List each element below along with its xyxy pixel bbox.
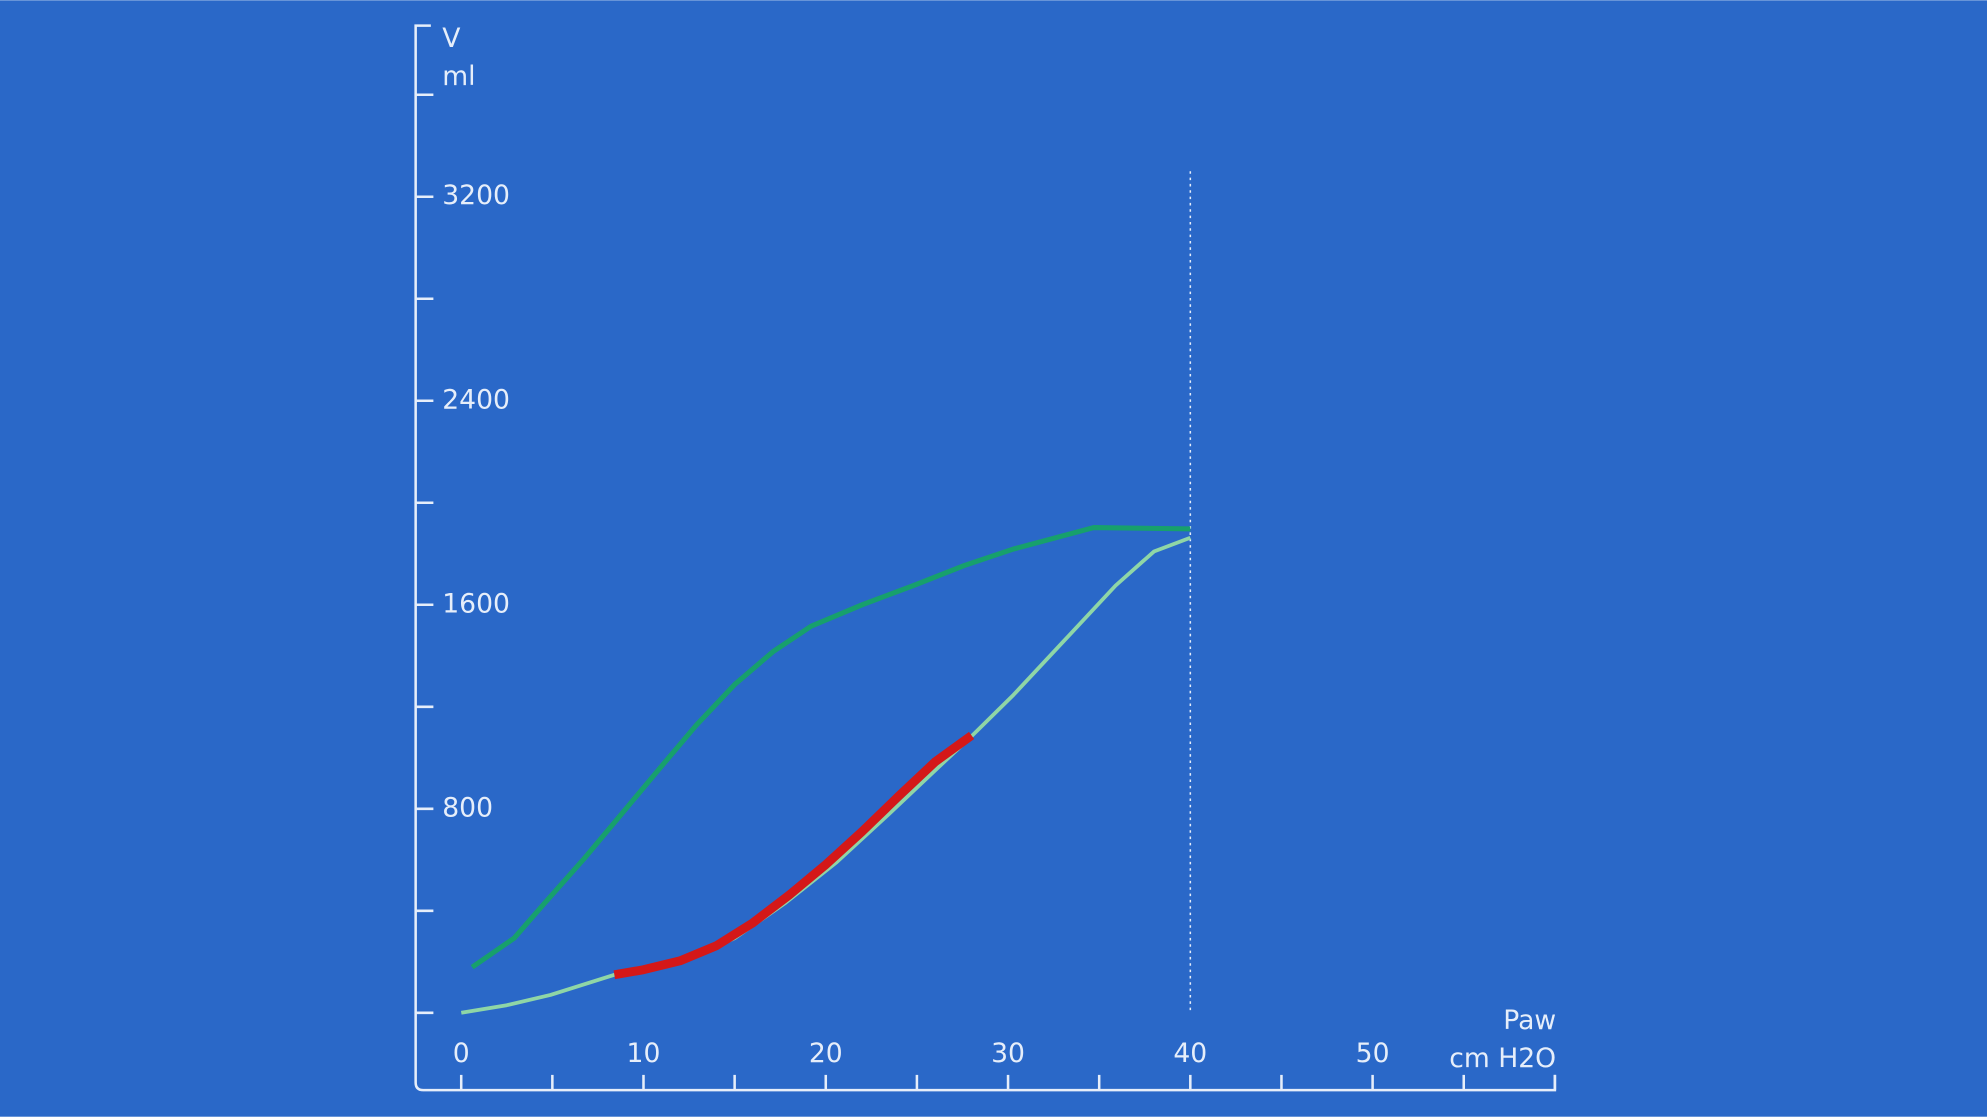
x-axis-unit: cm H2O — [1449, 1043, 1556, 1074]
y-axis-label: V — [442, 23, 460, 54]
y-tick-label: 3200 — [442, 180, 510, 211]
y-tick-label: 2400 — [442, 384, 510, 415]
pv-curve — [470, 525, 1191, 970]
x-tick-label: 0 — [453, 1038, 470, 1069]
y-axis-unit: ml — [442, 61, 475, 92]
axis-frame — [414, 24, 1557, 1092]
pv-curve — [613, 731, 975, 980]
x-tick-label: 10 — [627, 1038, 661, 1069]
pv-curve — [460, 535, 1191, 1015]
x-tick-label: 30 — [991, 1038, 1025, 1069]
y-tick-label: 1600 — [442, 588, 510, 619]
x-tick-label: 40 — [1173, 1038, 1207, 1069]
x-tick-label: 50 — [1356, 1038, 1390, 1069]
y-tick-label: 800 — [442, 792, 493, 823]
x-axis-label: Paw — [1503, 1005, 1556, 1036]
x-tick-label: 20 — [809, 1038, 843, 1069]
